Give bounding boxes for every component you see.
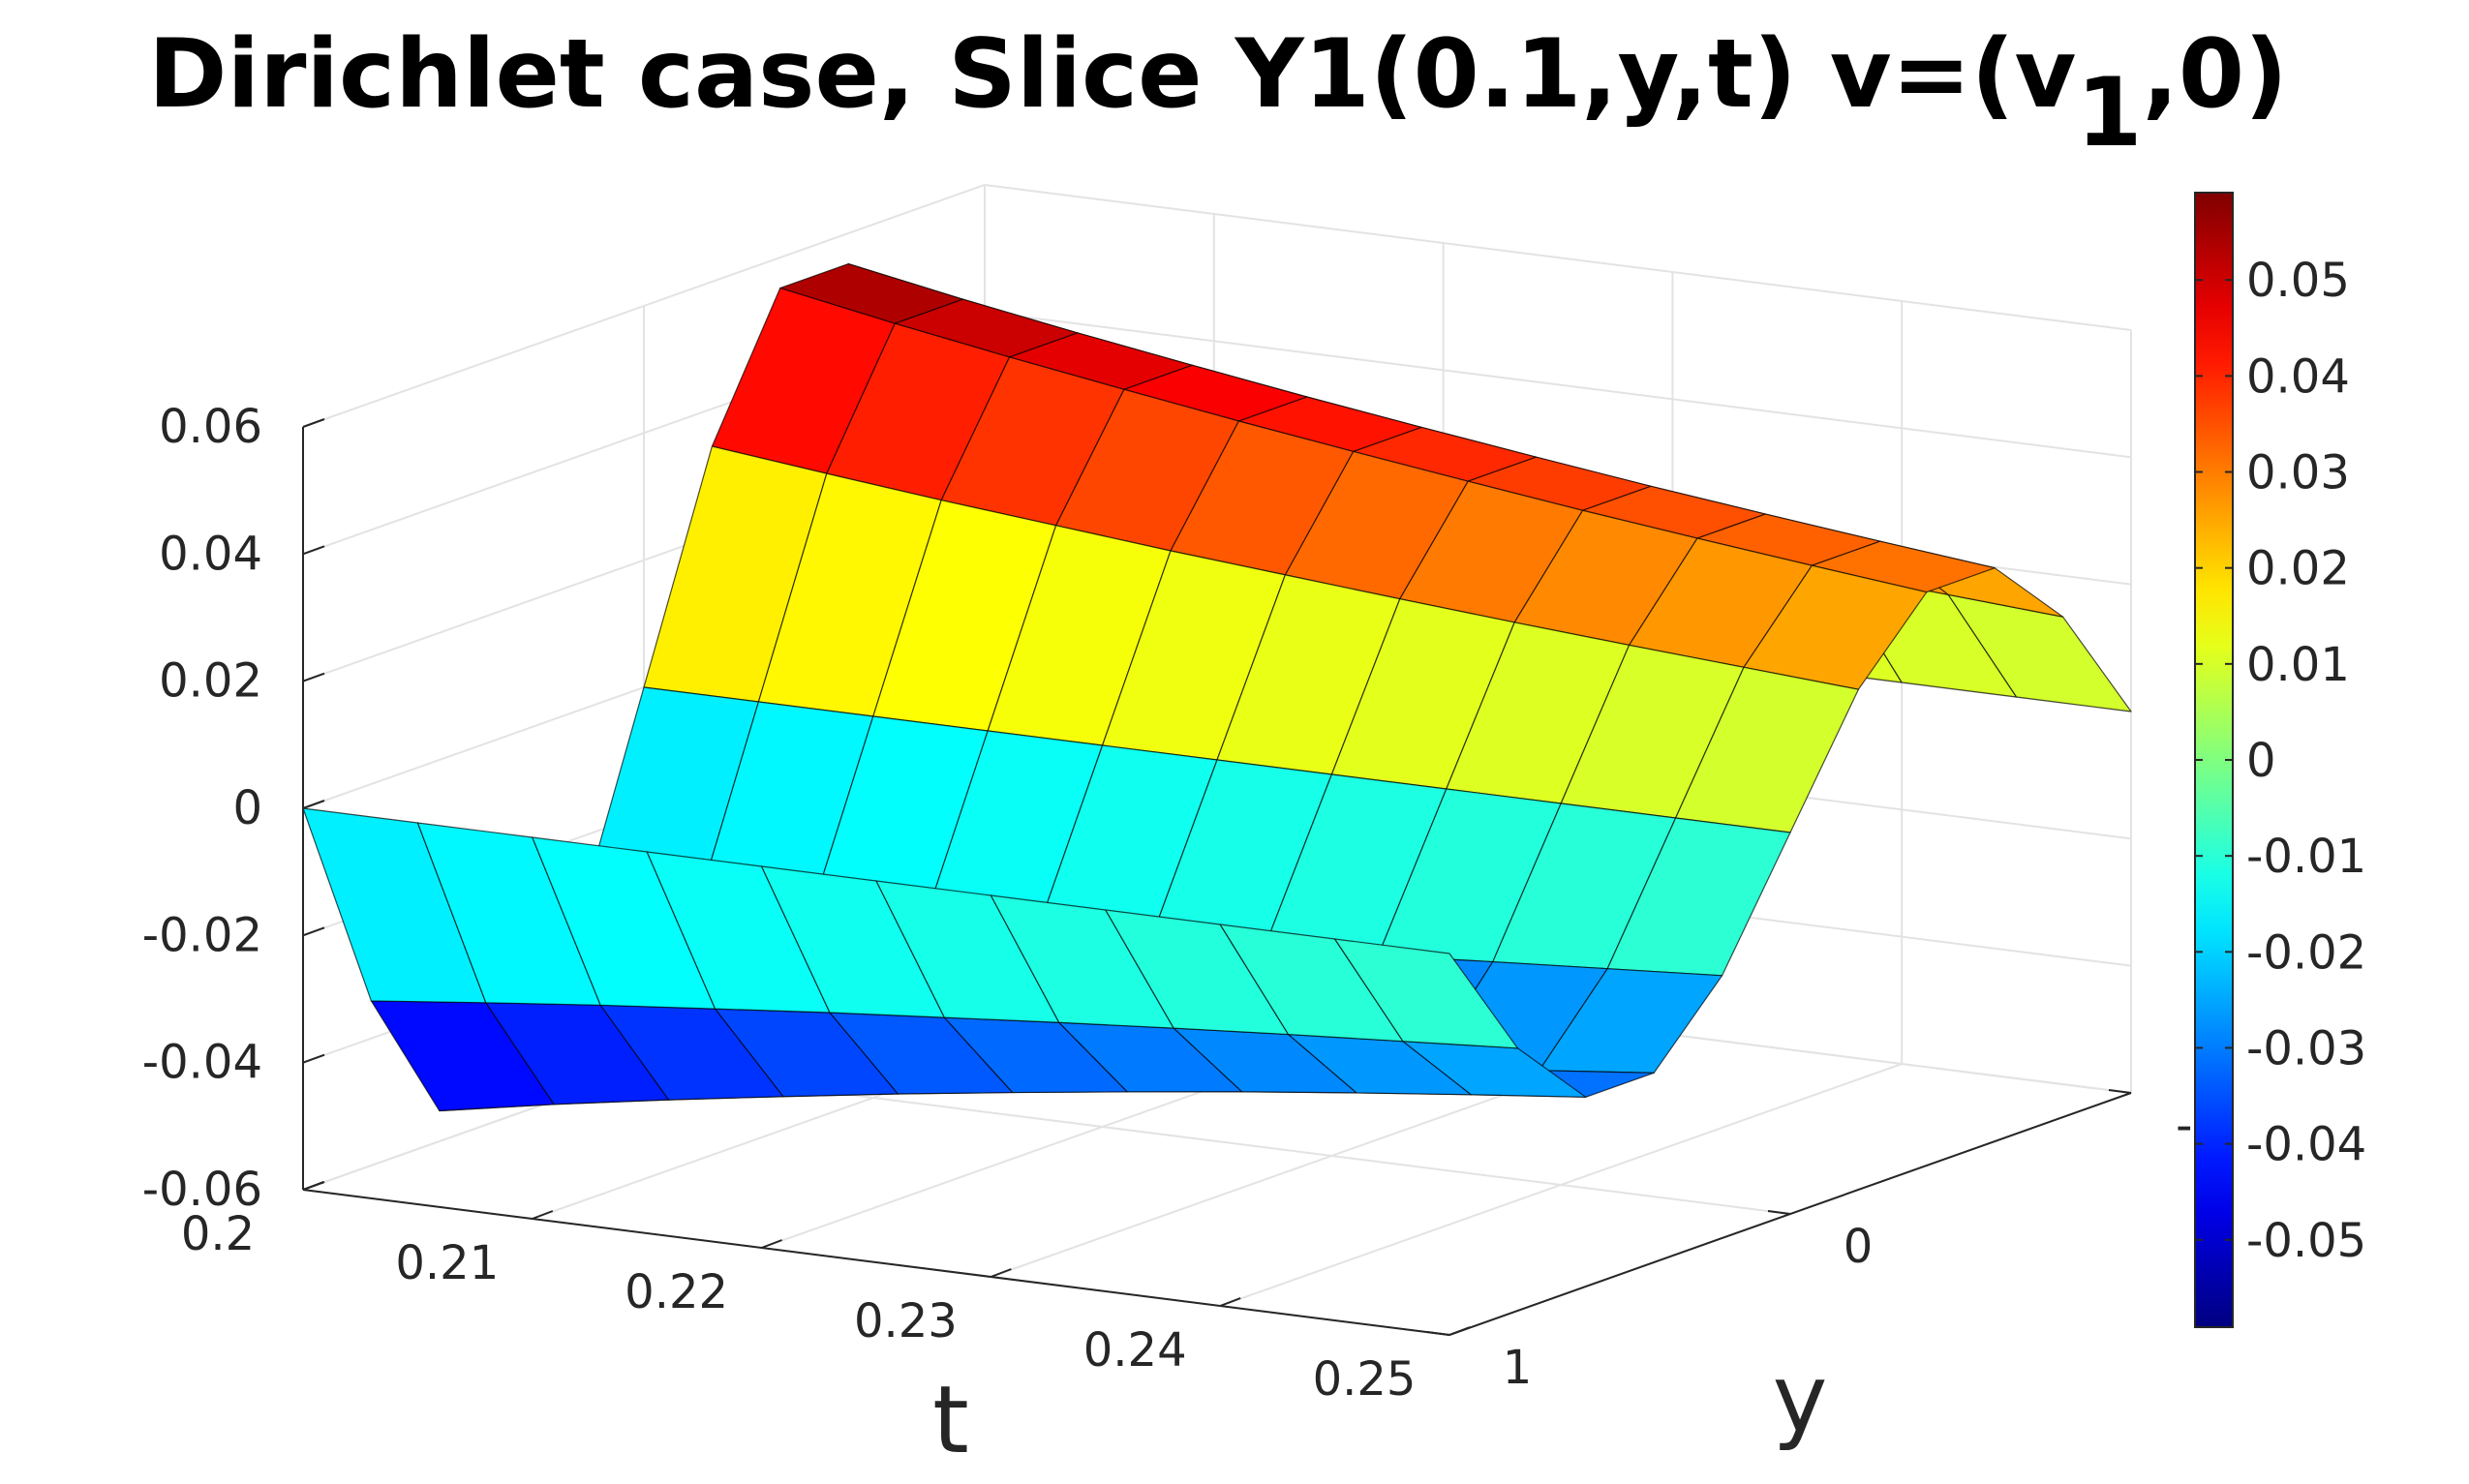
y-tick-label: 0 (1844, 1220, 1874, 1274)
x-tick-label: 0.25 (1313, 1352, 1417, 1407)
tick-mark (532, 1210, 554, 1220)
tick-mark (1448, 1326, 1471, 1336)
tick-mark (302, 926, 325, 937)
tick-mark (1219, 1297, 1241, 1307)
x-axis-label: t (932, 1366, 969, 1474)
x-tick-label: 0.2 (181, 1207, 255, 1261)
z-tick-label: 0 (232, 781, 262, 835)
grid-line (984, 311, 2132, 459)
grid-line (984, 184, 2132, 331)
colorbar-tick-label: 0.04 (2246, 349, 2350, 404)
x-tick-label: 0.21 (395, 1236, 499, 1290)
tick-mark (1426, 1331, 1450, 1336)
z-tick-label: 0.02 (159, 654, 262, 709)
tick-mark (302, 672, 325, 682)
z-tick-label: -0.04 (142, 1036, 262, 1090)
tick-mark (302, 545, 325, 556)
y-tick-label: 1 (1503, 1341, 1533, 1395)
tick-mark (991, 1268, 1012, 1278)
tick-mark (302, 1053, 325, 1064)
x-tick-label: 0.22 (625, 1265, 728, 1319)
tick-mark (302, 1181, 324, 1191)
tick-mark (302, 800, 325, 809)
colorbar: -0.05 -0.04 -0.03 -0.02 -0.01 0 0.01 0.02 0.03 0.… (2194, 192, 2366, 1328)
colorbar-tick-label: -0.04 (2246, 1118, 2366, 1172)
colorbar-tick-label: -0.01 (2246, 830, 2366, 884)
colorbar-tick-label: -0.05 (2246, 1214, 2366, 1268)
colorbar-tick-label: -0.02 (2246, 925, 2366, 980)
surface-patch (1333, 938, 1519, 1049)
z-tick-label: -0.02 (142, 908, 262, 962)
z-tick-label: -0.06 (142, 1163, 262, 1217)
axis-line (302, 1189, 1450, 1336)
y-axis-label: y (1773, 1345, 1828, 1453)
chart-title: Dirichlet case, Slice Y1(0.1,y,t) v=(v1,… (148, 19, 2288, 168)
x-tick-label: 0.24 (1083, 1323, 1187, 1378)
colorbar-tick-label: 0.03 (2246, 446, 2350, 500)
axes: -0.06 -0.04 -0.02 0 0.02 0.04 0.06 0.2 0.21 0.22 0… (142, 400, 2222, 1407)
colorbar-tick-label: -0.03 (2246, 1021, 2366, 1075)
tick-mark (761, 1239, 782, 1249)
tick-mark (1767, 1210, 1791, 1215)
colorbar-tick-label: 0.01 (2246, 638, 2350, 692)
title-main: Dirichlet case, Slice Y1(0.1,y,t) v=(v (148, 19, 2076, 130)
tick-mark (2108, 1089, 2132, 1094)
colorbar-tick-label: 0.05 (2246, 254, 2350, 308)
title-subscript: 1 (2076, 58, 2142, 168)
colorbar-tick-label: 0 (2246, 734, 2276, 788)
grid-line (302, 184, 986, 428)
x-tick-label: 0.23 (854, 1294, 958, 1348)
z-tick-label: 0.06 (159, 400, 262, 454)
title-end: ,0) (2143, 19, 2288, 130)
tick-mark (302, 418, 325, 428)
surface (302, 262, 2132, 1112)
colorbar-tick-label: 0.02 (2246, 542, 2350, 596)
z-tick-label: 0.04 (159, 527, 262, 581)
